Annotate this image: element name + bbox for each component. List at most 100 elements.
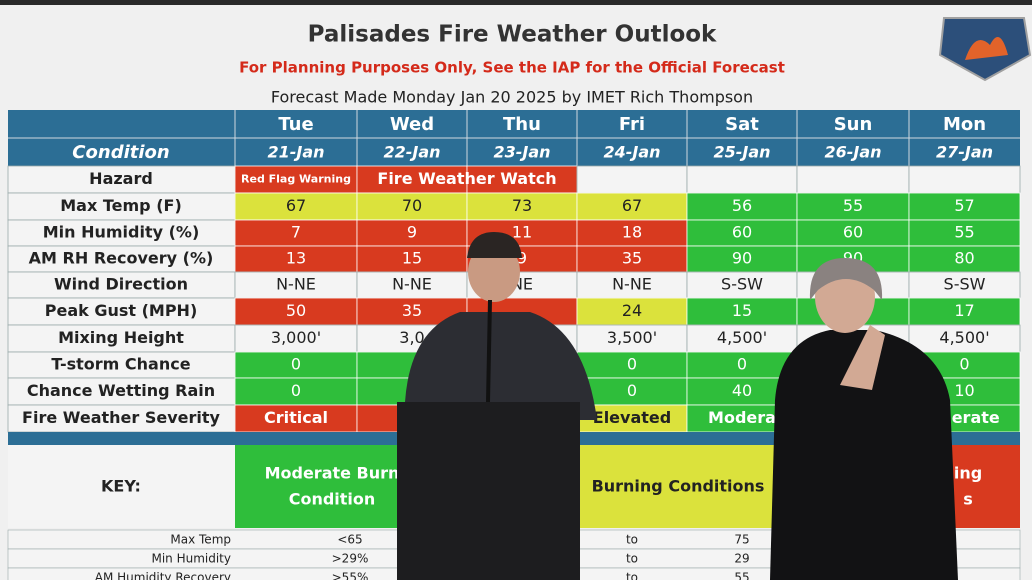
row-label: T-storm Chance [51, 355, 190, 374]
key-row-cell: >29% [332, 552, 369, 566]
row-label-cell [7, 245, 236, 273]
cell [356, 165, 468, 194]
key-band [580, 445, 785, 528]
cell [576, 165, 688, 194]
cell [234, 377, 358, 406]
date-label: 24-Jan [603, 143, 660, 162]
day-label: Sat [725, 114, 759, 135]
cell [796, 192, 910, 221]
key-band-text: Burning Conditions [592, 477, 765, 496]
cell [576, 297, 688, 326]
day-label: Thu [503, 114, 541, 135]
cell-text: 10 [954, 381, 974, 400]
key-row-label: Max Temp [170, 533, 231, 547]
key-band-text: Condition [289, 490, 376, 509]
title: Palisades Fire Weather Outlook [308, 22, 717, 48]
cell-text: Elevated [593, 408, 671, 427]
top-edge [0, 0, 1032, 5]
interpreter-body [770, 330, 958, 580]
cell-text: 73 [512, 196, 532, 215]
cell [356, 271, 468, 299]
key-label-cell [8, 445, 235, 528]
cell [576, 271, 688, 299]
mic-stand [486, 299, 492, 403]
cell [908, 324, 1021, 353]
condition-label: Condition [72, 142, 169, 163]
subtitle: For Planning Purposes Only, See the IAP … [239, 59, 785, 77]
cell-text: 56 [732, 196, 752, 215]
cell [466, 165, 578, 194]
interpreter-hands [840, 325, 885, 390]
cell [908, 245, 1021, 273]
cell-text: 0 [959, 355, 969, 374]
cell-text: 15 [732, 301, 752, 320]
cell-text: 0 [627, 355, 637, 374]
cell [686, 351, 798, 379]
cell-text: 35 [402, 301, 422, 320]
cell-text: 35 [622, 249, 642, 268]
cell-text: 90 [732, 249, 752, 268]
key-band-text: s [963, 490, 973, 509]
cell [796, 165, 910, 194]
key-band-text: ing [954, 464, 982, 483]
speaker-body [405, 312, 597, 420]
row-label: Mixing Height [58, 328, 184, 347]
cell-text: N-NE [276, 275, 316, 294]
cell-text: 9 [407, 223, 417, 242]
date-label: 27-Jan [936, 143, 993, 162]
cell-text: 3,0 [399, 328, 424, 347]
cell-text: 0 [291, 381, 301, 400]
key-row-label: AM Humidity Recovery [95, 571, 231, 580]
cell [356, 192, 468, 221]
cell [234, 165, 358, 194]
cell [908, 297, 1021, 326]
cell [686, 324, 798, 353]
cell [234, 297, 358, 326]
cell-text: 0 [291, 355, 301, 374]
cell-text: Red Flag Warning [241, 173, 351, 186]
cell-text: 13 [286, 249, 306, 268]
row-label: Hazard [89, 169, 153, 188]
cell-text: 57 [954, 196, 974, 215]
row-label: Min Humidity (%) [43, 223, 200, 242]
date-label: 22-Jan [383, 143, 440, 162]
key-row-cell: 75 [734, 533, 749, 547]
podium [397, 402, 580, 580]
date-label: 26-Jan [824, 143, 881, 162]
cell-text: 4,500' [939, 328, 989, 347]
day-label: Mon [943, 114, 986, 135]
cell [908, 165, 1021, 194]
row-label: Max Temp (F) [60, 196, 182, 215]
cell-text: 55 [954, 223, 974, 242]
date-label: 21-Jan [267, 143, 324, 162]
cell-text: 7 [291, 223, 301, 242]
cell-text: 0 [737, 355, 747, 374]
cell [686, 192, 798, 221]
key-row-cell: 55 [734, 571, 749, 580]
cell-text: 70 [402, 196, 422, 215]
cell [576, 377, 688, 406]
forecast-line: Forecast Made Monday Jan 20 2025 by IMET… [271, 88, 753, 107]
date-label: 25-Jan [713, 143, 770, 162]
key-label: KEY: [101, 477, 141, 496]
key-row-cell: to [626, 533, 638, 547]
key-row-cell: to [626, 571, 638, 580]
row-label-cell [7, 404, 236, 433]
cell-text: 3,500' [607, 328, 657, 347]
cell-text: 11 [512, 223, 532, 242]
cell [686, 165, 798, 194]
day-label: Sun [834, 114, 873, 135]
cell-text: N-NE [612, 275, 652, 294]
cell [576, 324, 688, 353]
people-foreground [397, 232, 958, 580]
cell-text: 50 [286, 301, 306, 320]
cell [234, 324, 358, 353]
cell-text: 40 [732, 381, 752, 400]
cell-text: 80 [954, 249, 974, 268]
row-label: AM RH Recovery (%) [29, 249, 214, 268]
key-row-cell: 29 [734, 552, 749, 566]
row-label-cell [7, 192, 236, 221]
row-label: Fire Weather Severity [22, 408, 220, 427]
cell [908, 219, 1021, 247]
